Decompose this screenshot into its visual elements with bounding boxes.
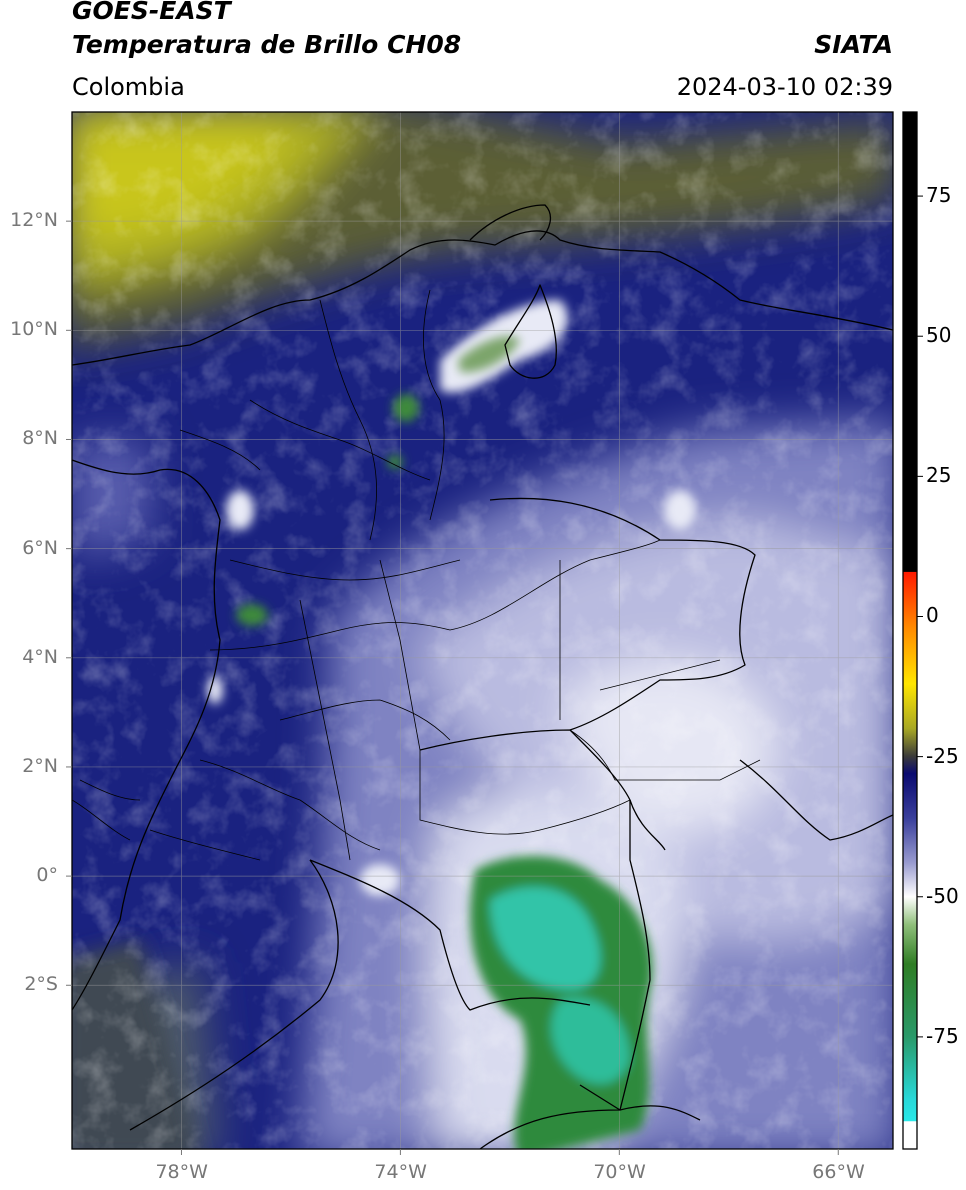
product-title: Temperatura de Brillo CH08 [72,30,462,59]
datetime-label: 2024-03-10 02:39 [676,73,893,101]
lat-tick-label: 10°N [10,318,58,341]
graticule [72,112,893,1149]
country-borders [72,204,893,1149]
lon-tick-label: 70°W [593,1161,646,1183]
lon-tick-label: 74°W [374,1161,427,1183]
region-label: Colombia [72,73,185,101]
axis-ticks [66,220,839,1155]
colorbar-tick-label: -25 [926,743,959,768]
colorbar-tick-label: 75 [926,183,952,208]
colorbar-tick-label: 25 [926,463,952,488]
lat-tick-label: 0° [36,864,58,887]
satellite-imagery [72,112,893,1149]
lat-tick-label: 12°N [10,209,58,232]
department-boundaries [72,289,761,861]
colorbar-ticks [917,195,923,1038]
lat-tick-label: 8°N [22,427,58,450]
lat-tick-label: 4°N [22,645,58,668]
colorbar-tick-label: 0 [926,603,939,628]
lat-tick-label: 2°S [24,973,58,996]
colorbar [903,112,917,1149]
lat-tick-label: 6°N [22,536,58,559]
map-frame [71,111,894,1150]
institution-label: SIATA [814,30,893,59]
satellite-title: GOES-EAST [72,0,231,25]
lat-tick-label: 2°N [22,754,58,777]
colorbar-tick-label: 50 [926,323,952,348]
colorbar-tick-label: -50 [926,883,959,908]
colorbar-tick-label: -75 [926,1023,959,1048]
lon-tick-label: 66°W [812,1161,865,1183]
lon-tick-label: 78°W [155,1161,208,1183]
colorbar-frame [902,111,918,1150]
